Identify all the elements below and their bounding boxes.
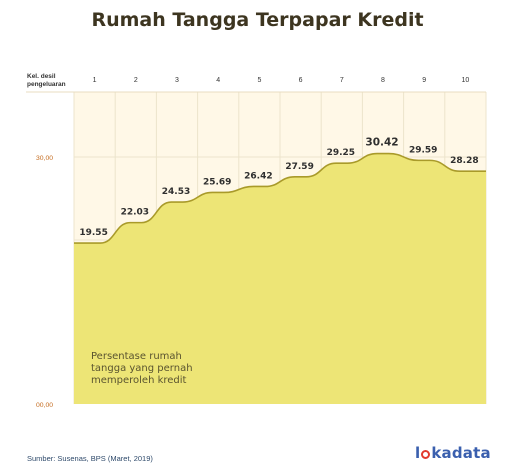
data-label-4: 25.69 [203,177,231,187]
chart-title: Rumah Tangga Terpapar Kredit [91,9,424,31]
category-label-2: 2 [134,77,138,84]
annotation-line-1: tangga yang pernah [91,363,193,374]
x-header-line-0: Kel. desil [27,73,56,80]
category-label-9: 9 [422,77,426,84]
data-label-5: 26.42 [244,171,272,181]
data-label-1: 19.55 [79,228,107,238]
category-label-6: 6 [299,77,303,84]
category-label-4: 4 [216,77,220,84]
data-label-8: 30.42 [365,137,398,149]
y-tick-label: 30,00 [36,155,53,162]
area-line [74,152,486,244]
area-fill [74,153,486,404]
logo-o-icon [421,450,431,459]
category-label-7: 7 [340,77,344,84]
annotation-line-2: memperoleh kredit [91,375,187,386]
data-label-10: 28.28 [450,156,478,166]
data-label-3: 24.53 [162,187,190,197]
data-label-2: 22.03 [121,208,149,218]
y-tick-label: 00,00 [36,402,53,409]
data-label-9: 29.59 [409,145,437,155]
logo-suffix: kadata [431,444,491,462]
category-label-10: 10 [462,77,470,84]
category-label-3: 3 [175,77,179,84]
category-label-5: 5 [257,77,261,84]
category-label-8: 8 [381,77,385,84]
data-label-7: 29.25 [327,148,355,158]
annotation-line-0: Persentase rumah [91,351,182,362]
category-label-1: 1 [93,77,97,84]
brand-logo: l kadata [415,444,491,462]
source-note: Sumber: Susenas, BPS (Maret, 2019) [27,454,153,463]
data-label-6: 27.59 [285,162,313,172]
logo-prefix: l [415,444,421,462]
x-header-line-1: pengeluaran [27,81,66,88]
